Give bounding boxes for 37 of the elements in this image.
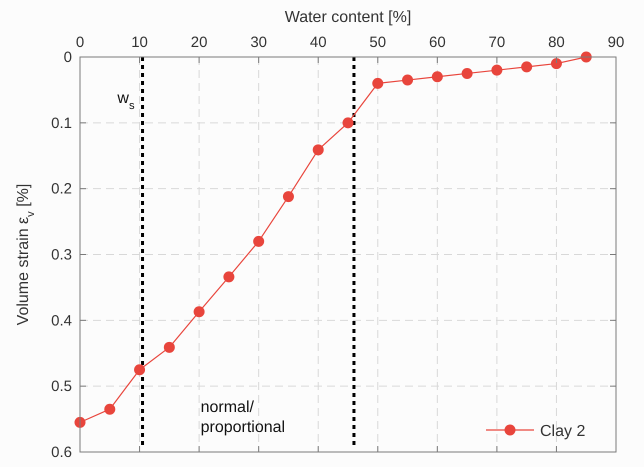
point [462, 68, 473, 79]
x-tick-label: 80 [548, 34, 565, 51]
y-tick-label: 0.2 [51, 180, 72, 198]
point [134, 364, 146, 376]
point [342, 117, 354, 128]
point [282, 191, 294, 202]
y-tick-label: 0.6 [51, 444, 72, 461]
x-tick-label: 90 [608, 34, 624, 51]
point [164, 342, 175, 353]
point [312, 144, 324, 156]
y-tick-label: 0.3 [51, 246, 72, 264]
point [550, 58, 562, 70]
point [372, 78, 384, 89]
x-tick-label: 0 [76, 34, 84, 51]
x-tick-label: 50 [369, 34, 386, 51]
x-tick-label: 10 [131, 34, 148, 51]
point [402, 74, 414, 86]
x-tick-label: 40 [310, 34, 327, 51]
legend-label: Clay 2 [540, 423, 586, 440]
point [194, 306, 205, 318]
y-tick-label: 0.4 [51, 312, 72, 330]
point [223, 271, 234, 282]
point [432, 71, 443, 82]
y-tick-label: 0.1 [51, 114, 72, 132]
y-tick-label: 0 [64, 49, 72, 66]
x-tick-label: 70 [488, 34, 506, 51]
x-tick-label: 20 [190, 34, 208, 51]
point [104, 404, 116, 415]
y-tick-label: 0.5 [51, 378, 72, 396]
annotation: normal/ proportional [200, 399, 286, 436]
x-tick-label: 60 [428, 34, 446, 51]
annotation: w$_{s}$ [116, 90, 135, 112]
point [521, 61, 532, 72]
point [253, 236, 264, 247]
x-axis-title: Water content [%] [284, 9, 412, 26]
point [491, 64, 502, 76]
x-tick-label: 30 [250, 34, 268, 51]
